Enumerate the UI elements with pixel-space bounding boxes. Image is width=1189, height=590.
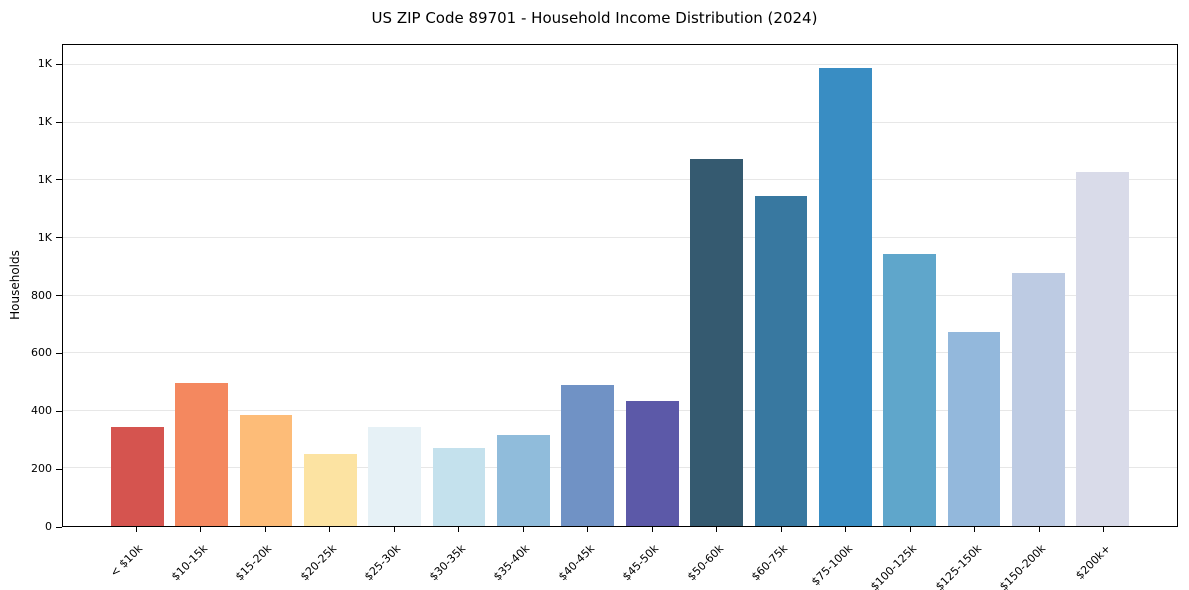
y-tick-mark: [56, 121, 62, 123]
x-tick-label-text: $125-150k: [932, 542, 984, 590]
x-tick-mark: [1038, 527, 1040, 532]
x-tick-label-text: $20-25k: [297, 542, 339, 584]
bar-slot: [1071, 45, 1135, 526]
bar: [1012, 272, 1065, 526]
x-tick-label-text: $10-15k: [168, 542, 210, 584]
gridline: [63, 236, 1177, 238]
bar: [110, 426, 164, 526]
y-tick-mark: [56, 410, 62, 412]
x-tick-label-text: $30-35k: [426, 542, 468, 584]
bar-slot: [105, 45, 169, 526]
y-tick-label: 200: [31, 462, 52, 476]
x-tick-mark: [780, 527, 782, 532]
bar: [947, 331, 1001, 526]
y-tick-mark: [56, 63, 62, 65]
x-tick-mark: [522, 527, 524, 532]
x-tick-label-text: $35-40k: [491, 542, 533, 584]
bar: [625, 400, 679, 526]
bar-slot: [363, 45, 427, 526]
x-tick-mark: [909, 527, 911, 532]
y-tick-mark: [56, 352, 62, 354]
x-tick-label-text: $45-50k: [620, 542, 662, 584]
x-tick-label-text: $50-60k: [684, 542, 726, 584]
x-tick-mark: [974, 527, 976, 532]
y-tick-label: 1K: [37, 230, 52, 244]
x-tick-label-text: $40-45k: [555, 542, 597, 584]
bar: [883, 253, 937, 526]
x-tick-label-text: $25-30k: [362, 542, 404, 584]
bar-slot: [749, 45, 813, 526]
bar-slot: [169, 45, 233, 526]
x-tick-mark: [458, 527, 460, 532]
y-tick-label: 1K: [37, 115, 52, 129]
gridline: [63, 409, 1177, 411]
gridline: [63, 294, 1177, 296]
bar-slot: [298, 45, 362, 526]
y-tick-label: 800: [31, 288, 52, 302]
y-tick-label: 1K: [37, 57, 52, 71]
bar: [239, 415, 293, 526]
bar: [303, 454, 357, 526]
y-tick-label: 1K: [37, 172, 52, 186]
x-tick-mark: [1103, 527, 1105, 532]
x-tick-mark: [135, 527, 137, 532]
gridline: [63, 467, 1177, 469]
bar: [497, 435, 550, 526]
bar-slot: [491, 45, 555, 526]
x-tick-label-text: $200k+: [1072, 542, 1113, 583]
x-tick-mark: [587, 527, 589, 532]
bar-slot: [684, 45, 748, 526]
y-tick-mark: [56, 179, 62, 181]
x-tick-mark: [200, 527, 202, 532]
y-tick-mark: [56, 295, 62, 297]
bar-slot: [878, 45, 942, 526]
x-tick-mark: [716, 527, 718, 532]
x-tick-label-text: $15-20k: [233, 542, 275, 584]
bars-layer: [63, 45, 1177, 526]
gridline: [63, 352, 1177, 354]
chart-title: US ZIP Code 89701 - Household Income Dis…: [371, 9, 818, 27]
bar: [1076, 171, 1130, 526]
bar-slot: [942, 45, 1006, 526]
bar: [754, 196, 808, 526]
y-tick-label: 0: [45, 520, 52, 533]
gridline: [63, 179, 1177, 181]
gridline: [63, 64, 1177, 66]
y-tick-mark: [56, 468, 62, 470]
x-tick-mark: [393, 527, 395, 532]
x-tick-label-text: $150-200k: [997, 542, 1049, 590]
x-tick-mark: [329, 527, 331, 532]
y-tick-label: 400: [31, 404, 52, 418]
bar-slot: [813, 45, 877, 526]
gridline: [63, 121, 1177, 123]
bar-slot: [1006, 45, 1070, 526]
bar: [561, 384, 615, 526]
y-tick-mark: [56, 526, 62, 528]
bar: [690, 158, 743, 526]
x-tick-label-text: < $10k: [107, 542, 146, 580]
bar-slot: [620, 45, 684, 526]
plot-area: [62, 44, 1178, 527]
y-axis-label: Households: [8, 250, 22, 320]
x-tick-mark: [845, 527, 847, 532]
bar: [175, 383, 228, 526]
x-tick-label-text: $100-125k: [868, 542, 920, 590]
y-tick-label: 600: [31, 346, 52, 360]
x-tick-label-text: $75-100k: [808, 542, 855, 589]
bar-slot: [427, 45, 491, 526]
x-tick-label-text: $60-75k: [749, 542, 791, 584]
x-tick-mark: [651, 527, 653, 532]
bar-slot: [234, 45, 298, 526]
bar: [818, 68, 872, 526]
bar: [432, 448, 486, 526]
bar-slot: [556, 45, 620, 526]
y-tick-mark: [56, 237, 62, 239]
x-tick-mark: [264, 527, 266, 532]
bar: [368, 426, 422, 526]
